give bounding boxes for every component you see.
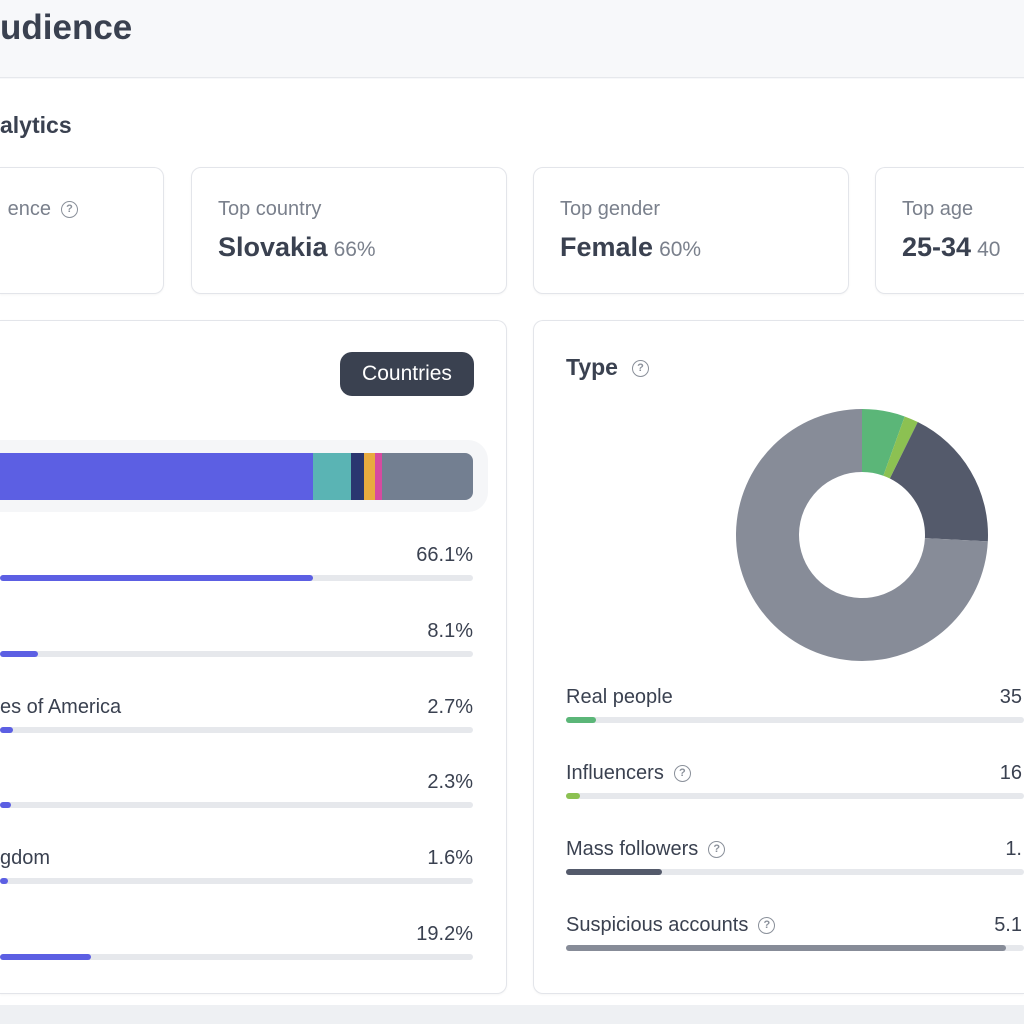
country-value: 2.3% — [427, 771, 473, 794]
type-label: Mass followers — [566, 838, 699, 860]
country-value: 1.6% — [427, 847, 473, 870]
country-bar — [0, 802, 473, 809]
countries-panel — [0, 320, 507, 994]
card-pct: 60% — [659, 238, 702, 261]
card-value: Slovakia — [218, 232, 328, 262]
type-bar — [566, 793, 1024, 799]
country-bar-fill — [0, 726, 13, 733]
country-bar — [0, 650, 473, 657]
country-value: 2.7% — [427, 695, 473, 718]
page-header — [0, 0, 1024, 78]
type-bar-fill — [566, 793, 580, 799]
type-value: 5.1 — [994, 914, 1022, 936]
country-bar — [0, 575, 473, 581]
type-label: Influencers — [566, 762, 664, 784]
card-label: Top gender — [560, 198, 661, 220]
country-bar-fill — [0, 650, 39, 657]
type-bar — [566, 869, 1024, 875]
stack-segment — [312, 453, 351, 500]
type-row-label: Real people — [566, 686, 673, 709]
card-label: ence — [7, 198, 51, 220]
country-value: 8.1% — [427, 619, 473, 642]
country-bar — [0, 878, 473, 885]
bottom-bar — [0, 1005, 1024, 1024]
country-bar-fill — [0, 575, 313, 581]
type-title-text: Type — [566, 354, 618, 380]
section-title: alytics — [0, 112, 72, 138]
type-label: Real people — [566, 686, 673, 708]
country-bar — [0, 726, 473, 733]
stack-segment — [374, 453, 383, 500]
donut-slice — [862, 409, 905, 476]
type-bar — [566, 945, 1024, 951]
country-value: 19.2% — [416, 923, 473, 945]
type-title: Type? — [566, 354, 649, 381]
type-panel — [533, 320, 1024, 994]
type-row-label: Influencers? — [566, 762, 691, 785]
card-label: Top age — [902, 198, 974, 220]
country-label: gdom — [0, 847, 51, 870]
stack-segment — [350, 453, 364, 500]
country-bar-fill — [0, 954, 91, 960]
type-value: 1. — [1005, 838, 1022, 860]
country-value: 66.1% — [416, 544, 473, 566]
stack-segment — [0, 453, 313, 500]
type-row-label: Mass followers? — [566, 838, 726, 861]
help-icon[interactable]: ? — [631, 360, 649, 378]
donut-slice — [883, 416, 918, 479]
countries-button[interactable]: Countries — [340, 352, 474, 396]
help-icon[interactable]: ? — [61, 201, 78, 219]
help-icon[interactable]: ? — [708, 841, 726, 859]
type-bar-fill — [566, 869, 663, 875]
card-top-age: Top age 25-34 40 — [875, 167, 1024, 294]
donut-slice — [889, 422, 988, 542]
card-pct: 40 — [977, 238, 1001, 261]
help-icon[interactable]: ? — [758, 917, 776, 935]
card-value: Female — [560, 232, 654, 262]
stack-segment — [363, 453, 375, 500]
country-bar-fill — [0, 878, 8, 885]
type-donut-chart — [736, 409, 988, 661]
type-value: 16 — [999, 762, 1022, 784]
type-value: 35 — [999, 686, 1022, 708]
help-icon[interactable]: ? — [673, 765, 691, 783]
country-label: es of America — [0, 695, 122, 718]
country-bar — [0, 954, 473, 960]
country-bar-fill — [0, 802, 11, 809]
page-title: udience — [0, 8, 133, 47]
type-bar-fill — [566, 717, 596, 723]
type-row-label: Suspicious accounts? — [566, 914, 776, 937]
card-audience: ence? — [0, 167, 164, 294]
card-pct: 66% — [333, 238, 376, 261]
card-label: Top country — [218, 198, 322, 220]
card-top-country: Top country Slovakia 66% — [191, 167, 507, 294]
type-bar — [566, 717, 1024, 723]
donut-slice — [736, 409, 988, 661]
countries-stacked-bar — [0, 453, 473, 500]
type-label: Suspicious accounts — [566, 914, 749, 936]
card-value: 25-34 — [902, 232, 972, 262]
stack-segment — [382, 453, 473, 500]
type-bar-fill — [566, 945, 1006, 951]
card-top-gender: Top gender Female 60% — [533, 167, 849, 294]
